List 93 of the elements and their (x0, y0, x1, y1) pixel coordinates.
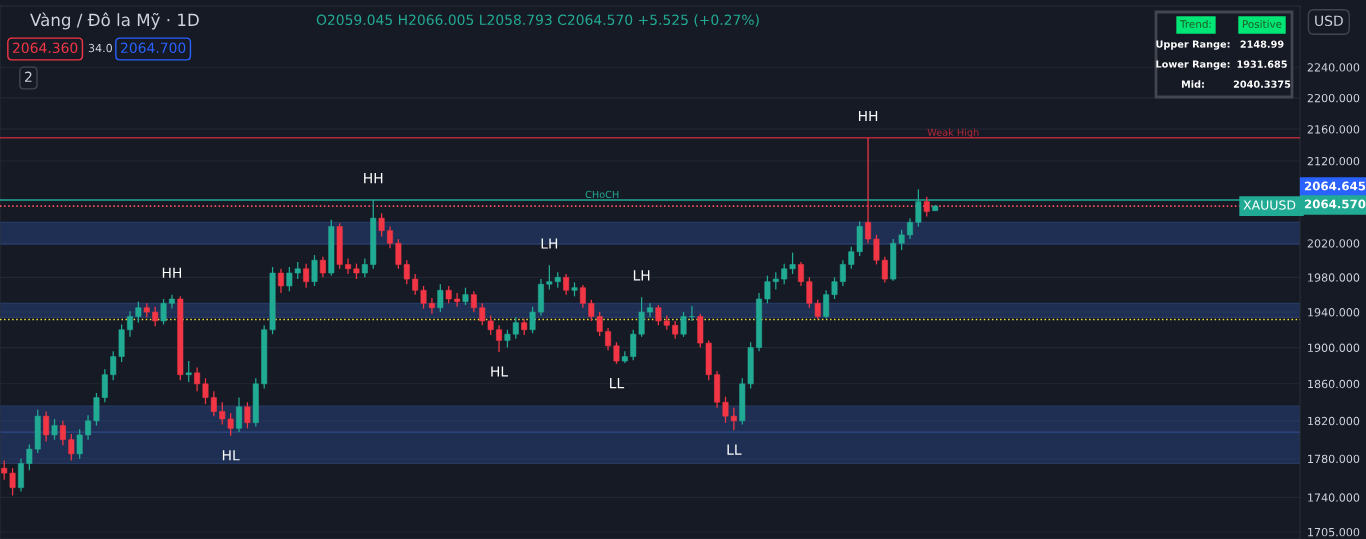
candlestick (454, 292, 461, 308)
candlestick (881, 256, 888, 284)
candlestick (613, 341, 620, 365)
candlestick (93, 392, 100, 427)
y-tick-label: 2240.000 (1307, 63, 1360, 72)
candlestick (210, 390, 217, 417)
candlestick (85, 414, 92, 441)
candlestick (76, 428, 83, 460)
annotation: HL (491, 366, 509, 377)
annotation: Positive (1242, 19, 1282, 29)
y-tick-label: 2120.000 (1307, 156, 1360, 166)
annotation: 2 (25, 71, 32, 82)
candlestick (244, 401, 251, 429)
candlestick (923, 196, 930, 218)
candlestick (579, 284, 586, 309)
candlestick (168, 294, 175, 310)
candlestick (185, 360, 192, 383)
candlestick (865, 137, 872, 244)
text: USD (1315, 15, 1343, 27)
text: 2064.645 (1304, 181, 1366, 191)
text: 2064.570 (1304, 199, 1366, 209)
annotation: 2064.700 (121, 42, 186, 54)
candlestick (160, 298, 167, 326)
candlestick (278, 268, 284, 294)
annotation: Trend: (1179, 19, 1211, 29)
candlestick (43, 410, 50, 443)
candlestick (303, 263, 310, 289)
candlestick (798, 261, 804, 287)
candlestick (135, 300, 142, 324)
candlestick (202, 377, 209, 405)
candlestick (412, 273, 419, 296)
candlestick (152, 306, 159, 327)
candlestick (831, 276, 838, 300)
candlestick (378, 212, 385, 238)
annotation: Lower Range: (1156, 60, 1230, 70)
y-tick-label: 2160.000 (1307, 125, 1360, 134)
y-tick-label: 1705.000 (1308, 527, 1360, 537)
annotation: 34.0 (88, 43, 112, 53)
candlestick (236, 396, 242, 433)
text: O2059.045 H2066.005 L2058.793 C2064.570 +5.525 (+0.27%) (316, 14, 759, 27)
candlestick (420, 285, 427, 310)
y-tick-label: 2200.000 (1307, 93, 1360, 103)
candlestick (873, 234, 880, 266)
annotation: LL (610, 378, 625, 389)
y-tick-label: 1780.000 (1308, 454, 1360, 464)
annotation: HH (364, 173, 383, 184)
annotation: LH (633, 270, 650, 281)
candlestick (730, 407, 737, 431)
candlestick (387, 225, 393, 249)
candlestick (470, 290, 477, 313)
candlestick (68, 433, 75, 462)
candlestick (437, 283, 444, 313)
candlestick (428, 297, 435, 315)
candlestick (823, 289, 830, 319)
ref-line-label: XAUUSD (1243, 200, 1296, 210)
y-tick-label: 2020.000 (1307, 239, 1360, 248)
candlestick (319, 256, 326, 278)
y-tick-label: 1860.000 (1308, 379, 1360, 389)
y-tick-label: 1820.000 (1308, 416, 1360, 426)
y-tick-label: 1940.000 (1308, 308, 1360, 317)
annotation: 2148.99 (1240, 40, 1284, 48)
candlestick (722, 396, 729, 424)
y-tick-label: 1980.000 (1308, 273, 1360, 282)
candlestick (345, 257, 352, 275)
candlestick (680, 311, 687, 338)
candlestick (127, 310, 133, 338)
annotation: HH (858, 110, 878, 122)
candlestick (529, 306, 536, 334)
candlestick (194, 366, 201, 392)
candlestick (51, 418, 58, 441)
candlestick (907, 217, 913, 240)
annotation: 2040.3375 (1233, 80, 1291, 88)
annotation: 2064.360 (13, 42, 78, 54)
y-tick-label: 1900.000 (1308, 343, 1360, 352)
candlestick (496, 324, 502, 353)
candlestick (605, 327, 612, 351)
annotation: Mid: (1181, 80, 1204, 88)
annotation: 1931.685 (1237, 60, 1287, 68)
candlestick (839, 259, 846, 287)
candlestick (688, 305, 695, 322)
candlestick (563, 273, 570, 296)
y-tick-label: 1740.000 (1308, 493, 1360, 502)
ref-line-label: CHoCH (585, 190, 619, 199)
candlestick (101, 368, 108, 403)
candlestick (59, 420, 66, 446)
candlestick (361, 257, 368, 278)
annotation: HH (162, 267, 182, 278)
annotation: Upper Range: (1156, 40, 1230, 50)
annotation: HL (222, 450, 240, 461)
annotation: LL (727, 444, 742, 455)
candlestick (311, 254, 318, 287)
chart-title: Vàng / Đô la Mỹ · 1D (30, 12, 199, 30)
annotation: LH (541, 238, 558, 249)
